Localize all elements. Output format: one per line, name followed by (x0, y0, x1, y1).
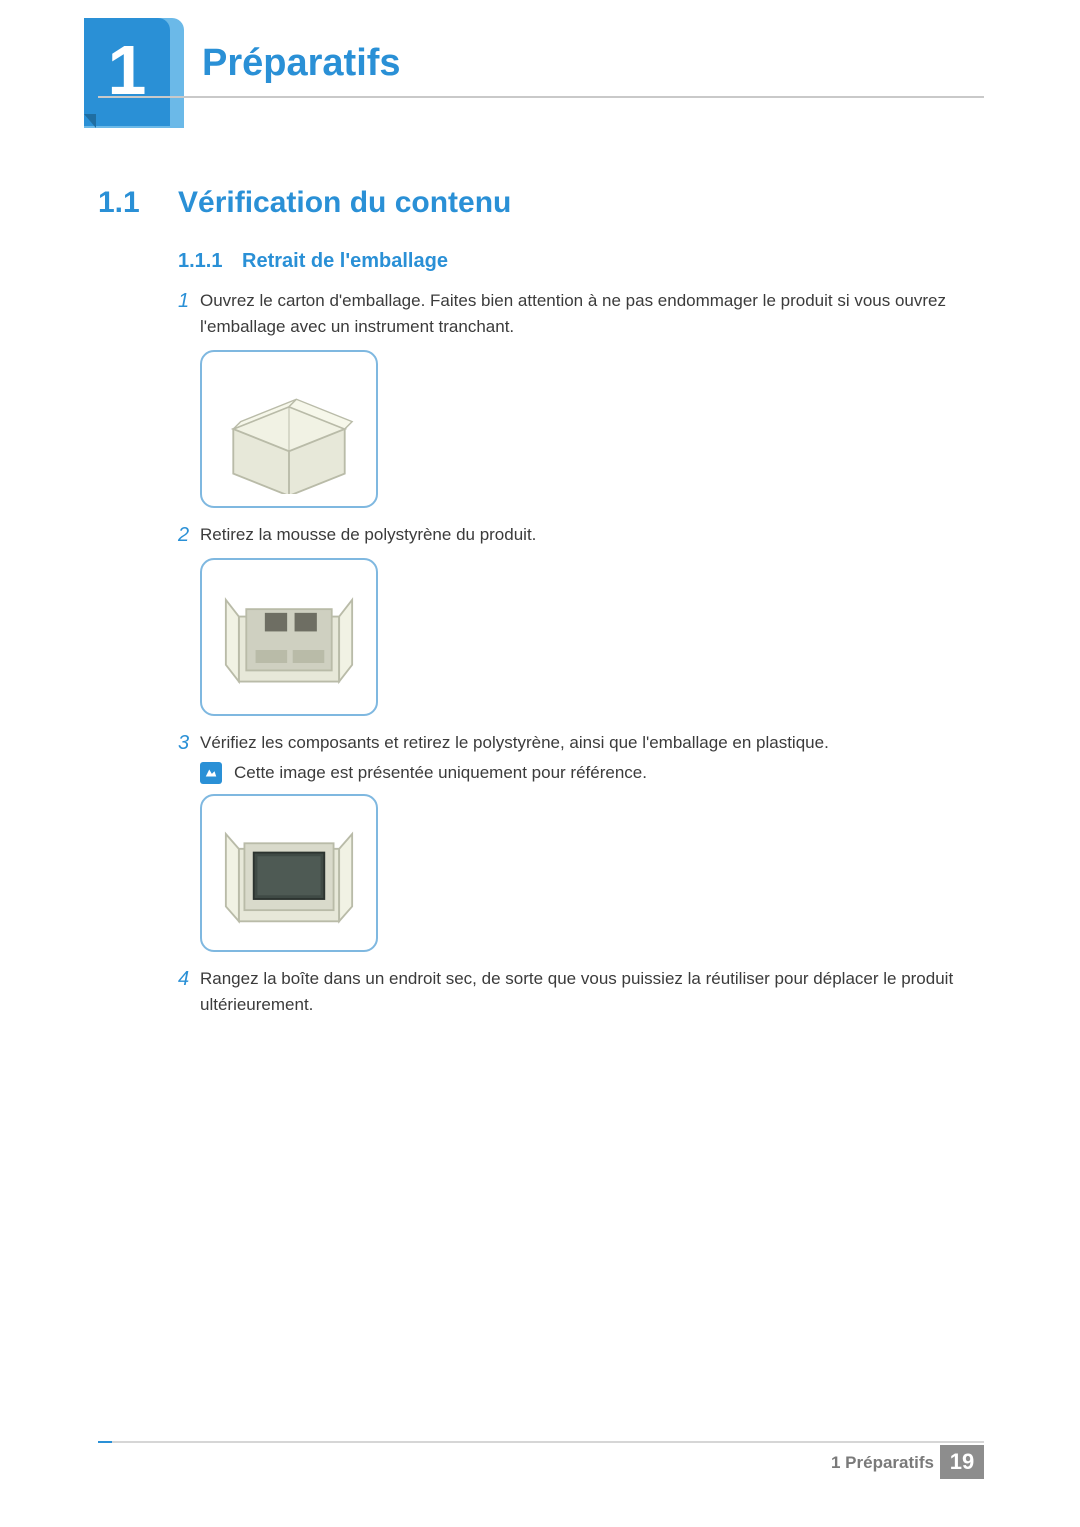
illustration-monitor-in-box (200, 794, 378, 952)
step: 3 Vérifiez les composants et retirez le … (178, 730, 984, 952)
section-title: Vérification du contenu (178, 186, 511, 220)
tab-fold (84, 114, 96, 128)
section-number: 1.1 (98, 186, 140, 220)
note: Cette image est présentée uniquement pou… (200, 762, 984, 784)
note-text: Cette image est présentée uniquement pou… (234, 763, 647, 783)
steps-list: 1 Ouvrez le carton d'emballage. Faites b… (178, 288, 984, 1032)
step-text: Retirez la mousse de polystyrène du prod… (200, 522, 984, 548)
chapter-tab: 1 (84, 18, 184, 128)
step-text: Vérifiez les composants et retirez le po… (200, 730, 984, 756)
footer-rule (98, 1441, 984, 1443)
chapter-number: 1 (84, 30, 170, 110)
illustration-closed-box (200, 350, 378, 508)
footer-page-number: 19 (940, 1445, 984, 1479)
step-number: 1 (178, 288, 200, 314)
step-number: 4 (178, 966, 200, 992)
illustration-foam-in-box (200, 558, 378, 716)
step-number: 2 (178, 522, 200, 548)
step-text: Ouvrez le carton d'emballage. Faites bie… (200, 288, 984, 340)
step-number: 3 (178, 730, 200, 756)
step: 1 Ouvrez le carton d'emballage. Faites b… (178, 288, 984, 508)
subsection-number: 1.1.1 (178, 250, 222, 273)
subsection-title: Retrait de l'emballage (242, 250, 448, 273)
note-icon (200, 762, 222, 784)
chapter-rule (98, 96, 984, 98)
manual-page: 1 Préparatifs 1.1 Vérification du conten… (0, 0, 1080, 1527)
footer-chapter-label: 1 Préparatifs (831, 1453, 934, 1473)
step-text: Rangez la boîte dans un endroit sec, de … (200, 966, 984, 1018)
chapter-title: Préparatifs (202, 42, 401, 85)
step: 4 Rangez la boîte dans un endroit sec, d… (178, 966, 984, 1018)
page-footer: 1 Préparatifs 19 (98, 1441, 984, 1481)
step: 2 Retirez la mousse de polystyrène du pr… (178, 522, 984, 716)
